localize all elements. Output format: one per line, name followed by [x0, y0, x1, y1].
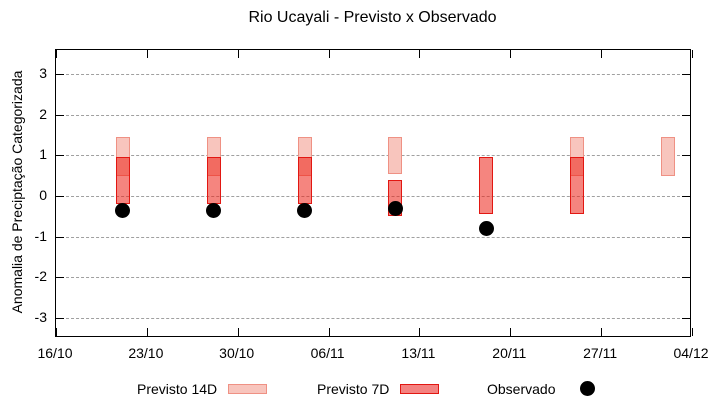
x-axis-tick-label: 27/11 — [583, 345, 618, 361]
chart-title: Rio Ucayali - Previsto x Observado — [248, 9, 497, 26]
y-tick-mark — [56, 318, 64, 319]
x-tick-mark — [237, 50, 239, 58]
previsto-7d-bar — [115, 157, 130, 205]
gridline — [56, 114, 690, 116]
y-tick-mark — [56, 155, 64, 157]
x-axis-tick-label: 23/10 — [128, 345, 164, 361]
x-tick-mark — [692, 50, 693, 58]
x-tick-mark — [692, 328, 693, 336]
y-tick-mark — [682, 114, 690, 116]
gridline — [56, 155, 690, 157]
x-tick-mark — [146, 50, 148, 58]
x-tick-mark — [419, 50, 421, 58]
gridline — [56, 73, 690, 75]
y-axis-tick-label: -3 — [34, 309, 47, 325]
gridline — [56, 236, 690, 238]
previsto-14d-bar — [660, 137, 675, 176]
x-tick-mark — [601, 328, 603, 336]
y-tick-mark — [682, 277, 690, 279]
x-tick-mark — [601, 50, 603, 58]
observado-point — [206, 202, 222, 218]
legend-swatch-previsto-7d — [400, 383, 440, 394]
x-axis-tick-label: 30/10 — [219, 345, 255, 361]
y-axis-tick-label: 0 — [39, 187, 47, 203]
y-tick-mark — [56, 196, 64, 197]
x-tick-mark — [56, 328, 57, 336]
legend-entry-previsto-14d: Previsto 14D — [137, 380, 268, 397]
observado-point — [115, 202, 131, 218]
previsto-7d-bar — [479, 157, 494, 215]
x-tick-mark — [328, 50, 330, 58]
x-tick-mark — [56, 50, 57, 58]
legend-label-previsto-7d: Previsto 7D — [317, 380, 390, 397]
previsto-7d-bar — [206, 157, 221, 205]
gridline — [56, 277, 690, 279]
x-axis-tick-label: 06/11 — [310, 345, 345, 361]
x-tick-mark — [510, 328, 512, 336]
y-tick-mark — [682, 196, 690, 197]
x-tick-mark — [328, 328, 330, 336]
x-axis-tick-label: 20/11 — [492, 345, 527, 361]
observado-point — [297, 202, 313, 218]
y-axis-tick-label: 2 — [39, 105, 47, 122]
legend-marker-observado-icon — [580, 381, 596, 396]
legend-swatch-previsto-14d — [228, 383, 268, 394]
x-axis-tick-label: 16/10 — [37, 345, 73, 361]
x-tick-mark — [146, 328, 148, 336]
gridline — [56, 318, 690, 319]
legend-label-observado: Observado — [487, 380, 556, 397]
legend-entry-observado: Observado — [487, 380, 596, 397]
x-tick-mark — [510, 50, 512, 58]
previsto-7d-bar — [570, 157, 585, 215]
y-tick-mark — [56, 73, 64, 75]
x-tick-mark — [237, 328, 239, 336]
observado-point — [478, 221, 494, 237]
y-axis-tick-label: -2 — [34, 268, 47, 285]
y-tick-mark — [56, 114, 64, 116]
y-axis-tick-label: -1 — [34, 227, 47, 244]
observado-point — [387, 200, 403, 216]
y-tick-mark — [56, 277, 64, 279]
y-tick-mark — [56, 236, 64, 238]
previsto-14d-bar — [388, 137, 403, 174]
x-tick-mark — [419, 328, 421, 336]
x-axis-tick-label: 04/12 — [673, 345, 709, 361]
plot-area — [55, 49, 693, 337]
y-tick-mark — [682, 236, 690, 238]
y-tick-mark — [682, 73, 690, 75]
y-tick-mark — [682, 318, 690, 319]
previsto-7d-bar — [297, 157, 312, 205]
y-tick-mark — [682, 155, 690, 157]
y-axis-tick-label: 3 — [39, 64, 47, 81]
x-axis-tick-label: 13/11 — [401, 345, 436, 361]
gridline — [56, 196, 690, 197]
legend-label-previsto-14d: Previsto 14D — [137, 380, 218, 397]
legend-entry-previsto-7d: Previsto 7D — [317, 380, 440, 397]
y-axis-tick-label: 1 — [39, 146, 47, 163]
